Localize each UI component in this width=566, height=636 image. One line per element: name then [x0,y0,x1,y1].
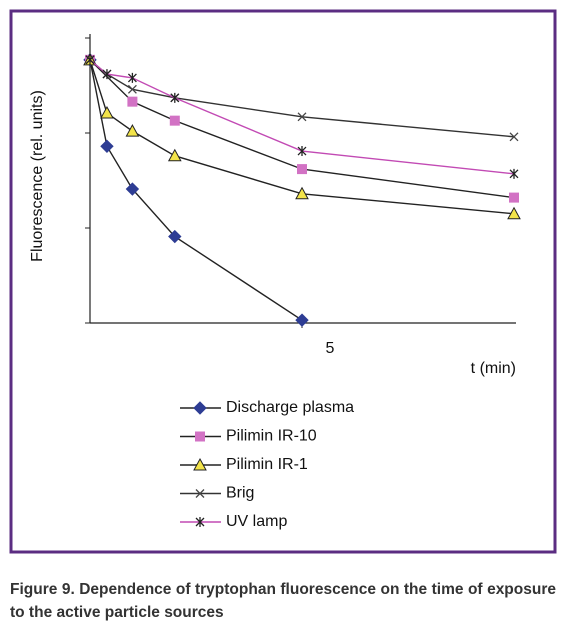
marker [127,84,137,94]
marker [509,192,519,203]
legend-marker [195,431,205,442]
marker [170,92,180,103]
marker [100,106,114,119]
marker [168,229,182,244]
marker [102,69,112,80]
marker [125,124,140,137]
legend-marker [195,517,205,527]
marker [509,168,519,179]
chart: Fluorescence (rel. units) t (min) 5 Disch… [9,9,557,554]
marker [507,206,521,220]
marker [297,146,307,157]
caption: Figure 9. Dependence of tryptophan fluor… [10,581,556,621]
series-line [89,59,515,199]
marker [297,112,307,122]
legend-label: Pilimin IR-10 [226,428,317,445]
marker [167,148,182,162]
marker [127,96,138,107]
frame [9,9,557,554]
legend-marker [193,401,207,415]
marker [297,164,307,175]
legend-marker [193,457,207,471]
marker [85,54,95,65]
legend-marker [195,489,205,498]
series-line [89,59,515,215]
marker [125,182,140,196]
legend-label: Discharge plasma [226,399,354,416]
legend-label: Brig [226,485,254,502]
marker [100,139,114,154]
series-line [89,59,515,138]
marker [509,132,519,142]
marker [295,186,309,200]
legend-label: Pilimin IR-1 [226,456,308,473]
x-axis-label: t (min) [471,360,516,377]
x-tick-label: 5 [326,340,335,357]
y-axis-label: Fluorescence (rel. units) [29,90,46,262]
marker [127,72,137,83]
series-line [89,59,303,321]
legend-label: UV lamp [226,513,287,530]
marker [169,115,180,126]
marker [295,313,309,327]
